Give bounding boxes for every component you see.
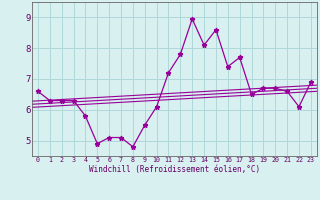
X-axis label: Windchill (Refroidissement éolien,°C): Windchill (Refroidissement éolien,°C) [89,165,260,174]
